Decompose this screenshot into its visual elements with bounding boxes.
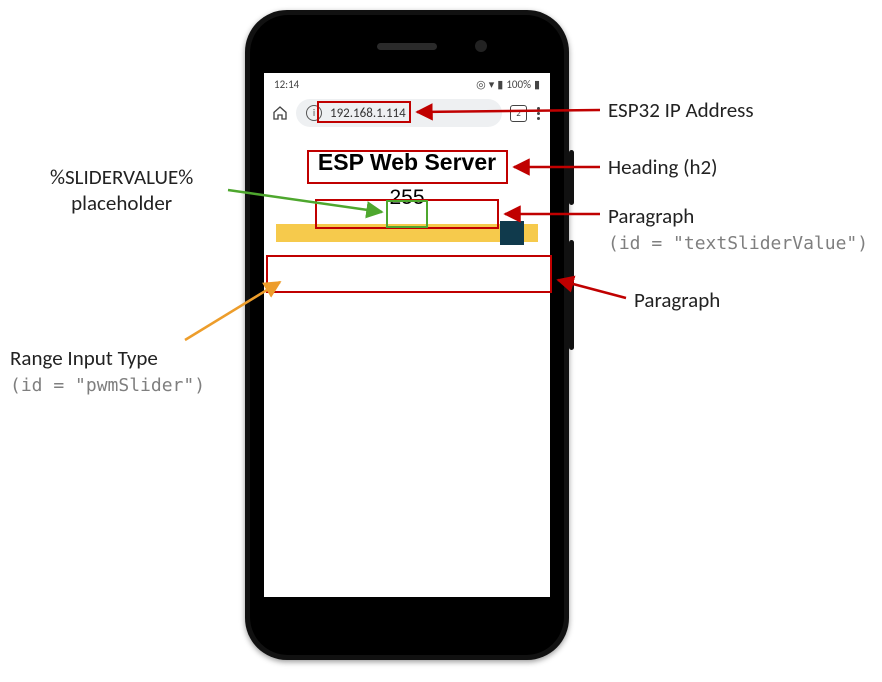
battery-text: 100% [506, 79, 531, 90]
slider-thumb[interactable] [500, 221, 524, 245]
anno-para1: Paragraph(id = "textSliderValue") [608, 203, 868, 256]
menu-icon[interactable] [535, 107, 542, 120]
status-bar: 12:14 ◎ ▾ ▮ 100% ▮ [264, 73, 550, 95]
wifi-icon: ▾ [489, 79, 495, 90]
anno-para2: Paragraph [634, 287, 720, 313]
callout-box-slider [266, 255, 552, 293]
tabs-icon[interactable]: 2 [510, 105, 527, 122]
speaker [377, 43, 437, 50]
anno-range: Range Input Type(id = "pwmSlider") [10, 345, 205, 398]
signal-icon: ▮ [497, 79, 503, 90]
anno-ip: ESP32 IP Address [608, 97, 754, 123]
anno-heading: Heading (h2) [608, 154, 718, 180]
callout-box-url [317, 101, 411, 123]
callout-box-heading [307, 150, 508, 184]
battery-icon: ▮ [534, 79, 540, 90]
power-button [569, 150, 574, 205]
clock: 12:14 [274, 78, 299, 91]
front-camera [475, 40, 487, 52]
volume-button [569, 240, 574, 350]
callout-box-value-inner [386, 200, 428, 228]
nfc-icon: ◎ [476, 79, 486, 90]
anno-placeholder: %SLIDERVALUE%placeholder [50, 164, 193, 217]
home-icon[interactable] [272, 105, 288, 121]
